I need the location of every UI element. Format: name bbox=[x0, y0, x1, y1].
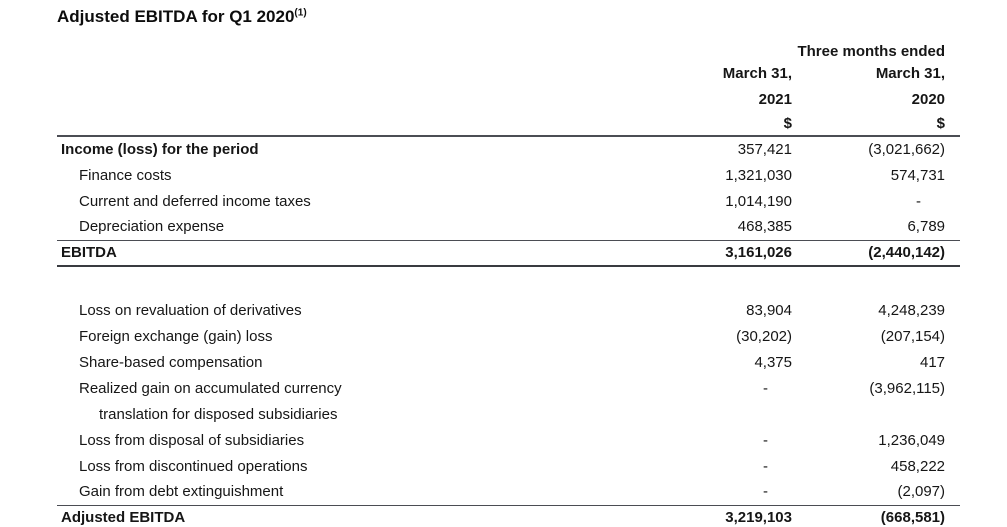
period-header-label: Three months ended bbox=[797, 43, 946, 60]
value-2021: 3,219,103 bbox=[602, 505, 792, 527]
date-header-row: March 31, March 31, bbox=[57, 60, 960, 86]
row-label: Income (loss) for the period bbox=[61, 141, 259, 158]
value-2020: (3,021,662) bbox=[868, 141, 946, 158]
value-2020: (3,962,115) bbox=[869, 379, 946, 397]
table-row: Income (loss) for the period 357,421 (3,02… bbox=[57, 136, 960, 162]
table-row: Finance costs 1,321,030 574,731 bbox=[57, 162, 960, 188]
value-2020: 4,248,239 bbox=[878, 301, 946, 319]
spacer-row bbox=[57, 266, 960, 297]
value-2020: - bbox=[916, 192, 922, 210]
value-2021: 1,014,190 bbox=[725, 192, 792, 210]
row-label: Foreign exchange (gain) loss bbox=[79, 327, 273, 345]
value-2020: (2,097) bbox=[792, 479, 961, 506]
value-2020: 458,222 bbox=[890, 457, 946, 475]
table-row: Current and deferred income taxes 1,014,1… bbox=[57, 188, 960, 214]
value-2021: 468,385 bbox=[602, 214, 792, 241]
year-header-row: 2021 2020 bbox=[57, 86, 960, 112]
row-label: Gain from debt extinguishment bbox=[57, 479, 602, 506]
value-2020: (207,154) bbox=[880, 327, 946, 345]
row-label: Loss from disposal of subsidiaries bbox=[79, 431, 305, 449]
col-2020-date: March 31, bbox=[875, 64, 946, 82]
page-title: Adjusted EBITDA for Q1 2020(1) bbox=[57, 7, 1007, 27]
row-label: translation for disposed subsidiaries bbox=[99, 405, 338, 423]
title-text: Adjusted EBITDA for Q1 2020 bbox=[57, 7, 295, 26]
row-label: Finance costs bbox=[79, 166, 172, 184]
value-2020: 417 bbox=[919, 353, 946, 371]
value-2021: 357,421 bbox=[737, 141, 792, 158]
title-footnote-ref: (1) bbox=[294, 7, 307, 19]
value-2021: - bbox=[602, 479, 792, 506]
period-header-row: Three months ended bbox=[57, 36, 960, 60]
row-label: Depreciation expense bbox=[57, 214, 602, 241]
value-2020: 6,789 bbox=[792, 214, 961, 241]
col-2021-year: 2021 bbox=[758, 90, 792, 108]
value-2020: 574,731 bbox=[890, 166, 946, 184]
table-row: Foreign exchange (gain) loss (30,202) (207… bbox=[57, 323, 960, 349]
table-row: Gain from debt extinguishment - (2,097) bbox=[57, 479, 961, 506]
col-2021-date: March 31, bbox=[722, 64, 792, 82]
value-2021: 1,321,030 bbox=[725, 166, 792, 184]
row-label: Realized gain on accumulated currency bbox=[79, 379, 342, 397]
table-body: Income (loss) for the period 357,421 (3,02… bbox=[57, 136, 961, 527]
empty-header-cell bbox=[57, 60, 602, 86]
col-2021-currency: $ bbox=[602, 112, 792, 137]
table-row: Loss on revaluation of derivatives 83,904… bbox=[57, 297, 960, 323]
spacer-cell bbox=[57, 266, 960, 297]
value-2021: - bbox=[763, 379, 768, 397]
value-2021: 83,904 bbox=[746, 301, 792, 319]
empty-header-cell bbox=[57, 86, 602, 112]
row-label: Loss from discontinued operations bbox=[79, 457, 308, 475]
table-row: EBITDA 3,161,026 (2,440,142) bbox=[57, 240, 961, 267]
value-2021 bbox=[602, 401, 792, 427]
row-label: Share-based compensation bbox=[79, 353, 263, 371]
value-2021: (30,202) bbox=[736, 327, 792, 345]
table-row: Share-based compensation 4,375 417 bbox=[57, 349, 960, 375]
currency-header-row: $ $ bbox=[57, 112, 961, 137]
row-label: Adjusted EBITDA bbox=[57, 505, 602, 527]
table-row: Loss from disposal of subsidiaries - 1,236… bbox=[57, 427, 960, 453]
col-2020-year: 2020 bbox=[911, 90, 946, 108]
table-row: translation for disposed subsidiaries bbox=[57, 401, 960, 427]
value-2021: 3,161,026 bbox=[602, 240, 792, 267]
adjusted-ebitda-table: Three months ended March 31, March 31, 2… bbox=[57, 36, 961, 527]
value-2020: (2,440,142) bbox=[792, 240, 961, 267]
table-row: Loss from discontinued operations - 458,22… bbox=[57, 453, 960, 479]
row-label: EBITDA bbox=[57, 240, 602, 267]
value-2020: (668,581) bbox=[792, 505, 961, 527]
value-2021: 4,375 bbox=[754, 353, 792, 371]
table-row: Realized gain on accumulated currency - (3… bbox=[57, 375, 960, 401]
value-2021: - bbox=[763, 431, 768, 449]
value-2021: - bbox=[763, 457, 768, 475]
table-row: Depreciation expense 468,385 6,789 bbox=[57, 214, 961, 241]
row-label: Loss on revaluation of derivatives bbox=[79, 301, 302, 319]
row-label: Current and deferred income taxes bbox=[79, 192, 311, 210]
col-2020-currency: $ bbox=[792, 112, 961, 137]
table-header: Three months ended March 31, March 31, 2… bbox=[57, 36, 961, 137]
value-2020: 1,236,049 bbox=[878, 431, 946, 449]
value-2020 bbox=[792, 401, 960, 427]
empty-header-cell bbox=[57, 112, 602, 137]
table-row: Adjusted EBITDA 3,219,103 (668,581) bbox=[57, 505, 961, 527]
